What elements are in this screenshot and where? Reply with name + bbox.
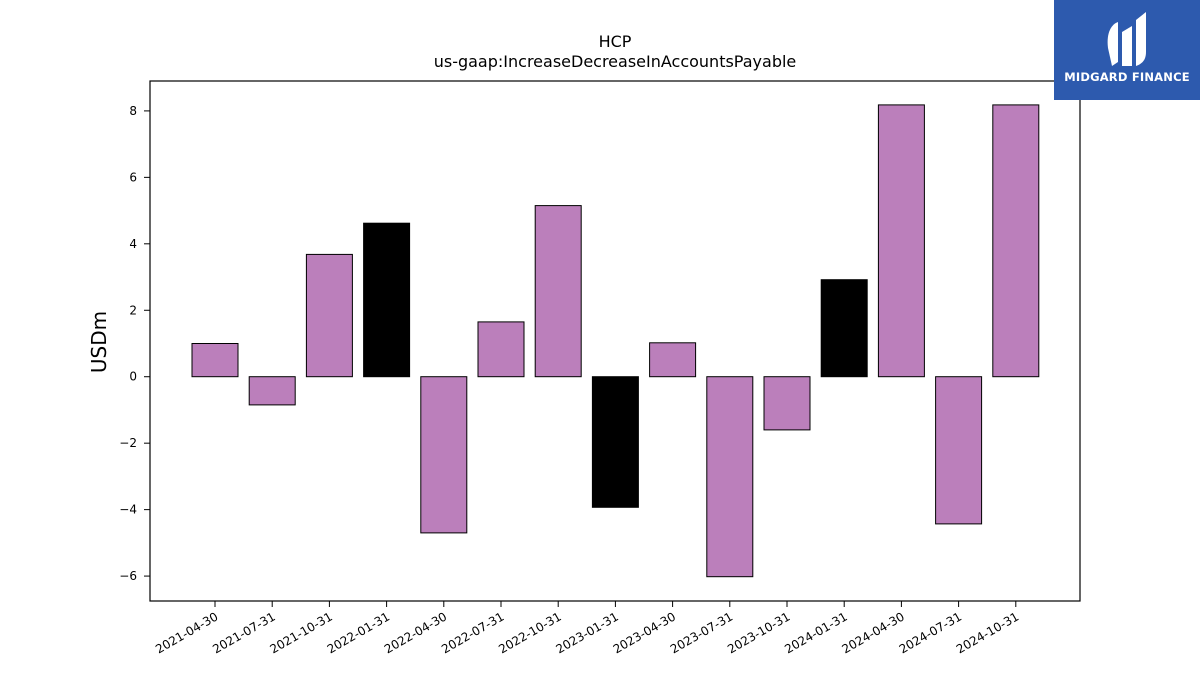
- bar-2021-04-30: [191, 343, 239, 378]
- x-tick-label: 2021-10-31: [267, 609, 334, 656]
- x-tick-label: 2021-07-31: [210, 609, 277, 656]
- bar-2023-04-30: [649, 342, 697, 378]
- logo-mark-icon: [1107, 12, 1146, 66]
- x-tick-label: 2022-07-31: [439, 609, 506, 656]
- bar-2024-04-30: [877, 104, 925, 378]
- x-tick-label: 2023-07-31: [668, 609, 735, 656]
- bar-2021-10-31: [305, 253, 353, 378]
- plot-frame: [149, 80, 1081, 602]
- bar-2024-07-31: [935, 376, 983, 525]
- x-tick-label: 2024-01-31: [782, 609, 849, 656]
- y-tick-label: −4: [119, 503, 137, 517]
- bar-2022-10-31: [534, 205, 582, 378]
- bar-2023-01-31: [591, 376, 639, 508]
- midgard-finance-logo: MIDGARD FINANCE: [1054, 0, 1200, 100]
- y-tick-label: −6: [119, 569, 137, 583]
- x-tick-label: 2024-07-31: [897, 609, 964, 656]
- bar-2022-04-30: [420, 376, 468, 534]
- x-tick-label: 2022-04-30: [382, 609, 449, 656]
- x-tick-label: 2022-01-31: [325, 609, 392, 656]
- y-tick-label: 0: [129, 370, 137, 384]
- bar-2023-07-31: [706, 376, 754, 578]
- bar-2021-07-31: [248, 376, 296, 406]
- x-tick-label: 2023-10-31: [725, 609, 792, 656]
- y-tick-label: 4: [129, 237, 137, 251]
- bar-2024-01-31: [820, 279, 868, 378]
- y-tick-label: −2: [119, 436, 137, 450]
- x-tick-label: 2021-04-30: [153, 609, 220, 656]
- x-tick-label: 2023-01-31: [553, 609, 620, 656]
- y-axis-label: USDm: [87, 311, 111, 373]
- bar-2023-10-31: [763, 376, 811, 431]
- x-tick-label: 2022-10-31: [496, 609, 563, 656]
- x-tick-label: 2024-10-31: [954, 609, 1021, 656]
- y-tick-label: 6: [129, 170, 137, 184]
- bar-2022-07-31: [477, 321, 525, 378]
- bar-2022-01-31: [363, 222, 411, 378]
- y-tick-label: 8: [129, 104, 137, 118]
- chart-title: HCP: [598, 32, 632, 51]
- y-tick-label: 2: [129, 303, 137, 317]
- bar-2024-10-31: [992, 104, 1040, 378]
- x-tick-label: 2023-04-30: [611, 609, 678, 656]
- chart-subtitle: us-gaap:IncreaseDecreaseInAccountsPayabl…: [433, 52, 797, 71]
- logo-text: MIDGARD FINANCE: [1064, 70, 1190, 84]
- x-tick-label: 2024-04-30: [839, 609, 906, 656]
